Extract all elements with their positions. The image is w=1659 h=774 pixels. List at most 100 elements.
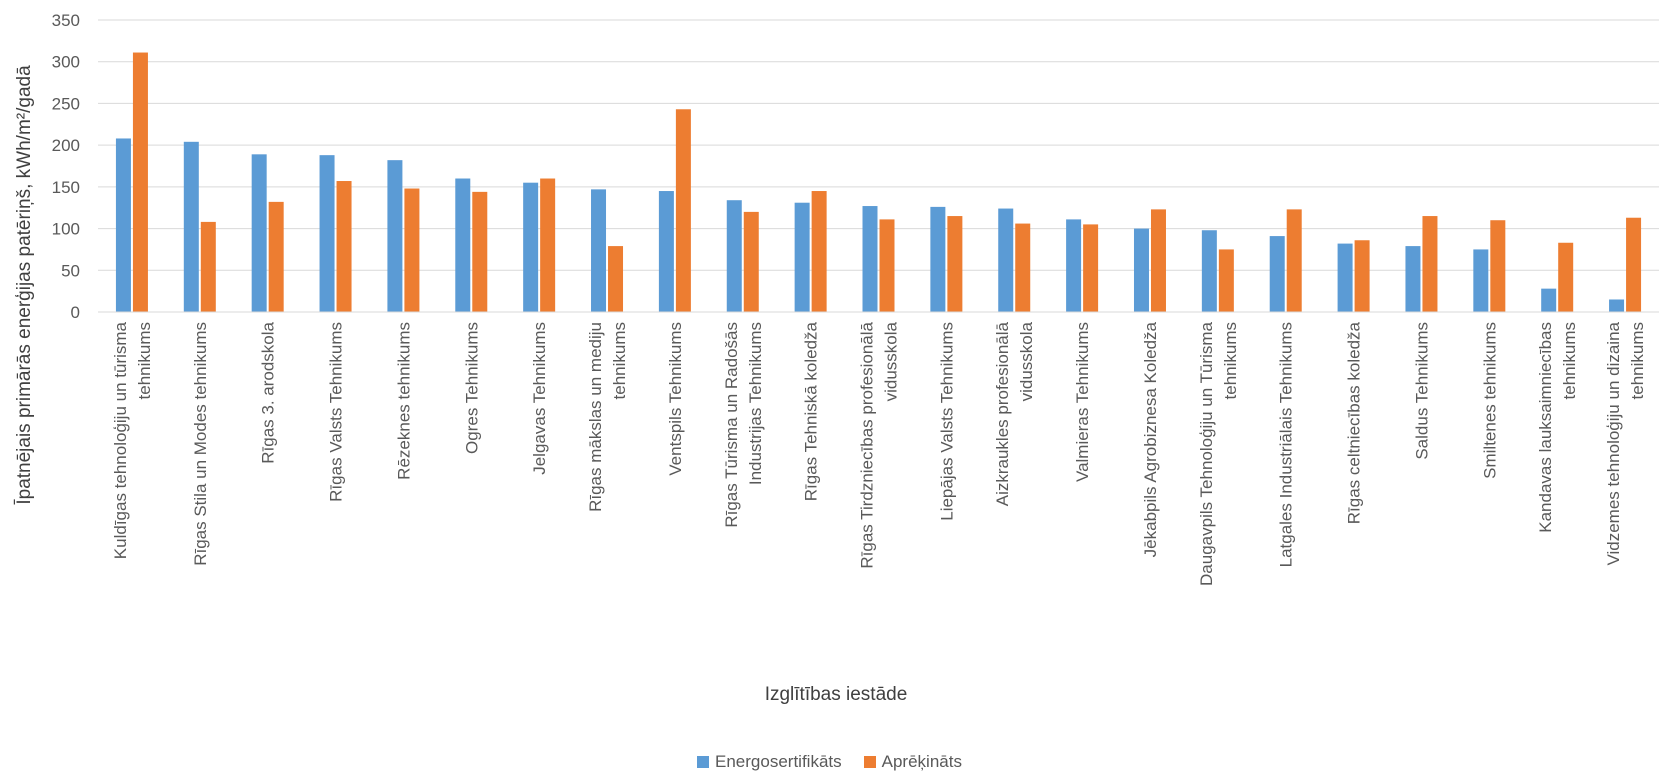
bar-energosertifikats[interactable] — [1337, 243, 1353, 312]
x-tick-label-line: Liepājas Valsts Tehnikums — [937, 322, 956, 521]
bar-energosertifikats[interactable] — [1201, 230, 1217, 312]
bar-energosertifikats[interactable] — [658, 191, 674, 312]
x-tick-label-line: Aizkraukles profesionālā — [993, 321, 1012, 506]
x-tick-label-line: Latgales Industriālais Tehnikums — [1277, 322, 1296, 567]
bar-aprekinats[interactable] — [1354, 240, 1370, 312]
x-tick-label-line: Valmieras Tehnikums — [1073, 322, 1092, 482]
legend: Energosertifikāts Aprēķināts — [0, 750, 1659, 774]
y-tick-label: 150 — [52, 178, 80, 197]
bar-energosertifikats[interactable] — [998, 208, 1014, 312]
legend-swatch-series-1 — [697, 756, 710, 768]
bar-energosertifikats[interactable] — [1133, 228, 1149, 312]
bar-energosertifikats[interactable] — [930, 206, 946, 312]
x-tick-label-line: vidusskola — [882, 321, 901, 401]
legend-label-series-2: Aprēķināts — [881, 752, 962, 771]
bar-chart: 0 50 100 150 200 250 300 350 Kuldīgas tehnoloģi… — [14, 11, 1659, 705]
x-tick-label: Rīgas Valsts Tehnikums — [327, 322, 346, 502]
x-tick-label: Smiltenes tehnikums — [1480, 322, 1499, 479]
bar-energosertifikats[interactable] — [183, 141, 199, 312]
x-tick-label: Daugavpils Tehnoloģiju un Tūrisma tehniku… — [1197, 321, 1240, 586]
x-tick-label: Kandavas lauksaimniecības tehnikums — [1536, 322, 1579, 533]
bar-aprekinats[interactable] — [1286, 209, 1302, 312]
x-tick-label: Rēzeknes tehnikums — [394, 322, 413, 480]
bar-aprekinats[interactable] — [1015, 223, 1031, 312]
gridlines — [98, 19, 1659, 271]
bar-energosertifikats[interactable] — [862, 206, 878, 312]
x-tick-label-line: Smiltenes tehnikums — [1480, 322, 1499, 479]
legend-swatch-series-2 — [863, 756, 876, 768]
bar-energosertifikats[interactable] — [455, 178, 471, 312]
x-tick-label-line: tehnikums — [1221, 322, 1240, 399]
x-tick-label: Vidzemes tehnoloģiju un dizaina tehnikums — [1604, 321, 1647, 565]
x-tick-label-line: tehnikums — [135, 322, 154, 399]
x-tick-label-line: Jēkabpils Agrobiznesa Koledža — [1141, 321, 1160, 557]
legend-item-energosertifikats[interactable]: Energosertifikāts — [697, 752, 842, 772]
x-tick-label-line: Vidzemes tehnoloģiju un dizaina — [1604, 321, 1623, 565]
bar-aprekinats[interactable] — [743, 211, 759, 312]
bar-aprekinats[interactable] — [1490, 220, 1506, 312]
x-tick-label-line: vidusskola — [1017, 321, 1036, 401]
x-tick-label-line: Rīgas Tūrisma un Radošās — [722, 322, 741, 528]
x-tick-label-line: tehnikums — [1628, 322, 1647, 399]
x-tick-label-line: Rīgas 3. arodskola — [259, 321, 278, 463]
bar-energosertifikats[interactable] — [1609, 299, 1625, 312]
bar-energosertifikats[interactable] — [1541, 288, 1557, 312]
x-tick-label: Liepājas Valsts Tehnikums — [937, 322, 956, 521]
x-tick-label: Jēkabpils Agrobiznesa Koledža — [1141, 321, 1160, 557]
bar-aprekinats[interactable] — [132, 52, 148, 313]
y-tick-label: 250 — [52, 94, 80, 113]
bar-aprekinats[interactable] — [540, 178, 556, 312]
bar-energosertifikats[interactable] — [591, 189, 607, 312]
bar-energosertifikats[interactable] — [1066, 219, 1082, 312]
y-tick-label: 350 — [52, 11, 80, 30]
bar-energosertifikats[interactable] — [319, 155, 335, 312]
bar-aprekinats[interactable] — [1558, 242, 1574, 312]
x-tick-label: Rīgas Tirdzniecības profesionālā vidussko… — [858, 321, 901, 568]
bar-energosertifikats[interactable] — [726, 200, 742, 312]
bar-aprekinats[interactable] — [608, 246, 624, 312]
bar-aprekinats[interactable] — [200, 221, 216, 312]
bar-energosertifikats[interactable] — [1405, 246, 1421, 312]
x-tick-label: Jelgavas Tehnikums — [530, 322, 549, 475]
y-tick-label: 300 — [52, 53, 80, 72]
x-tick-label: Rīgas 3. arodskola — [259, 321, 278, 463]
x-tick-label-line: tehnikums — [1560, 322, 1579, 399]
bar-energosertifikats[interactable] — [1473, 249, 1489, 312]
bar-aprekinats[interactable] — [472, 191, 488, 312]
x-tick-label-line: tehnikums — [610, 322, 629, 399]
bar-aprekinats[interactable] — [1083, 224, 1099, 312]
x-tick-label-line: Ogres Tehnikums — [462, 322, 481, 454]
bar-aprekinats[interactable] — [1422, 216, 1438, 312]
bar-aprekinats[interactable] — [1218, 249, 1234, 312]
bar-energosertifikats[interactable] — [794, 202, 810, 312]
bar-energosertifikats[interactable] — [523, 182, 539, 312]
bar-energosertifikats[interactable] — [1269, 236, 1285, 312]
x-axis-title: Izglītības iestāde — [765, 684, 908, 705]
bar-aprekinats[interactable] — [268, 201, 284, 312]
bar-energosertifikats[interactable] — [251, 154, 267, 312]
x-tick-label: Rīgas Tūrisma un Radošās Industrijas Tehn… — [722, 322, 765, 528]
bar-energosertifikats[interactable] — [115, 138, 131, 312]
legend-item-aprekinats[interactable]: Aprēķināts — [863, 752, 962, 772]
y-axis-ticks: 0 50 100 150 200 250 300 350 — [52, 11, 80, 322]
x-tick-label-line: Daugavpils Tehnoloģiju un Tūrisma — [1197, 321, 1216, 586]
bar-aprekinats[interactable] — [811, 191, 827, 312]
bar-energosertifikats[interactable] — [387, 160, 403, 312]
x-tick-label: Rīgas Tehniskā koledža — [802, 321, 821, 501]
x-tick-label-line: Rīgas Tehniskā koledža — [802, 321, 821, 501]
bar-aprekinats[interactable] — [879, 219, 895, 312]
x-tick-label-line: Industrijas Tehnikums — [746, 322, 765, 485]
bar-aprekinats[interactable] — [947, 216, 963, 312]
x-tick-label-line: Kandavas lauksaimniecības — [1536, 322, 1555, 533]
x-tick-label-line: Kuldīgas tehnoloģiju un tūrisma — [111, 321, 130, 559]
y-tick-label: 200 — [52, 136, 80, 155]
bar-aprekinats[interactable] — [1150, 209, 1166, 312]
bar-aprekinats[interactable] — [675, 109, 691, 312]
x-tick-label: Ogres Tehnikums — [462, 322, 481, 454]
bar-aprekinats[interactable] — [404, 188, 420, 312]
bar-aprekinats[interactable] — [336, 181, 352, 312]
x-tick-label: Rīgas mākslas un mediju tehnikums — [586, 322, 629, 512]
x-tick-label: Rīgas celtniecības koledža — [1345, 321, 1364, 524]
bar-aprekinats[interactable] — [1626, 217, 1642, 312]
x-tick-label: Saldus Tehnikums — [1412, 322, 1431, 460]
